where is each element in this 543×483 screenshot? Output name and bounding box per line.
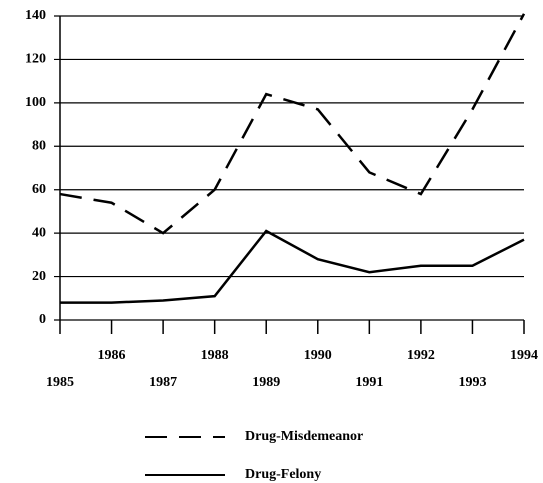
x-tick-label: 1989 xyxy=(252,375,280,390)
x-tick-label: 1990 xyxy=(304,348,332,363)
y-tick-label: 80 xyxy=(32,139,46,154)
y-tick-label: 0 xyxy=(39,312,46,327)
x-tick-label: 1993 xyxy=(458,375,486,390)
y-tick-label: 60 xyxy=(32,182,46,197)
y-tick-label: 40 xyxy=(32,225,46,240)
x-tick-label: 1991 xyxy=(355,375,383,390)
legend-label: Drug-Felony xyxy=(245,467,321,482)
x-tick-label: 1988 xyxy=(201,348,229,363)
x-tick-label: 1985 xyxy=(46,375,74,390)
x-tick-label: 1994 xyxy=(510,348,538,363)
x-tick-label: 1987 xyxy=(149,375,177,390)
x-tick-label: 1992 xyxy=(407,348,435,363)
x-tick-label: 1986 xyxy=(98,348,126,363)
legend-label: Drug-Misdemeanor xyxy=(245,429,363,444)
y-tick-label: 20 xyxy=(32,269,46,284)
y-tick-label: 120 xyxy=(25,52,46,67)
y-tick-label: 100 xyxy=(25,95,46,110)
series-line xyxy=(59,13,526,235)
series-line xyxy=(60,229,525,304)
y-tick-label: 140 xyxy=(25,8,46,23)
